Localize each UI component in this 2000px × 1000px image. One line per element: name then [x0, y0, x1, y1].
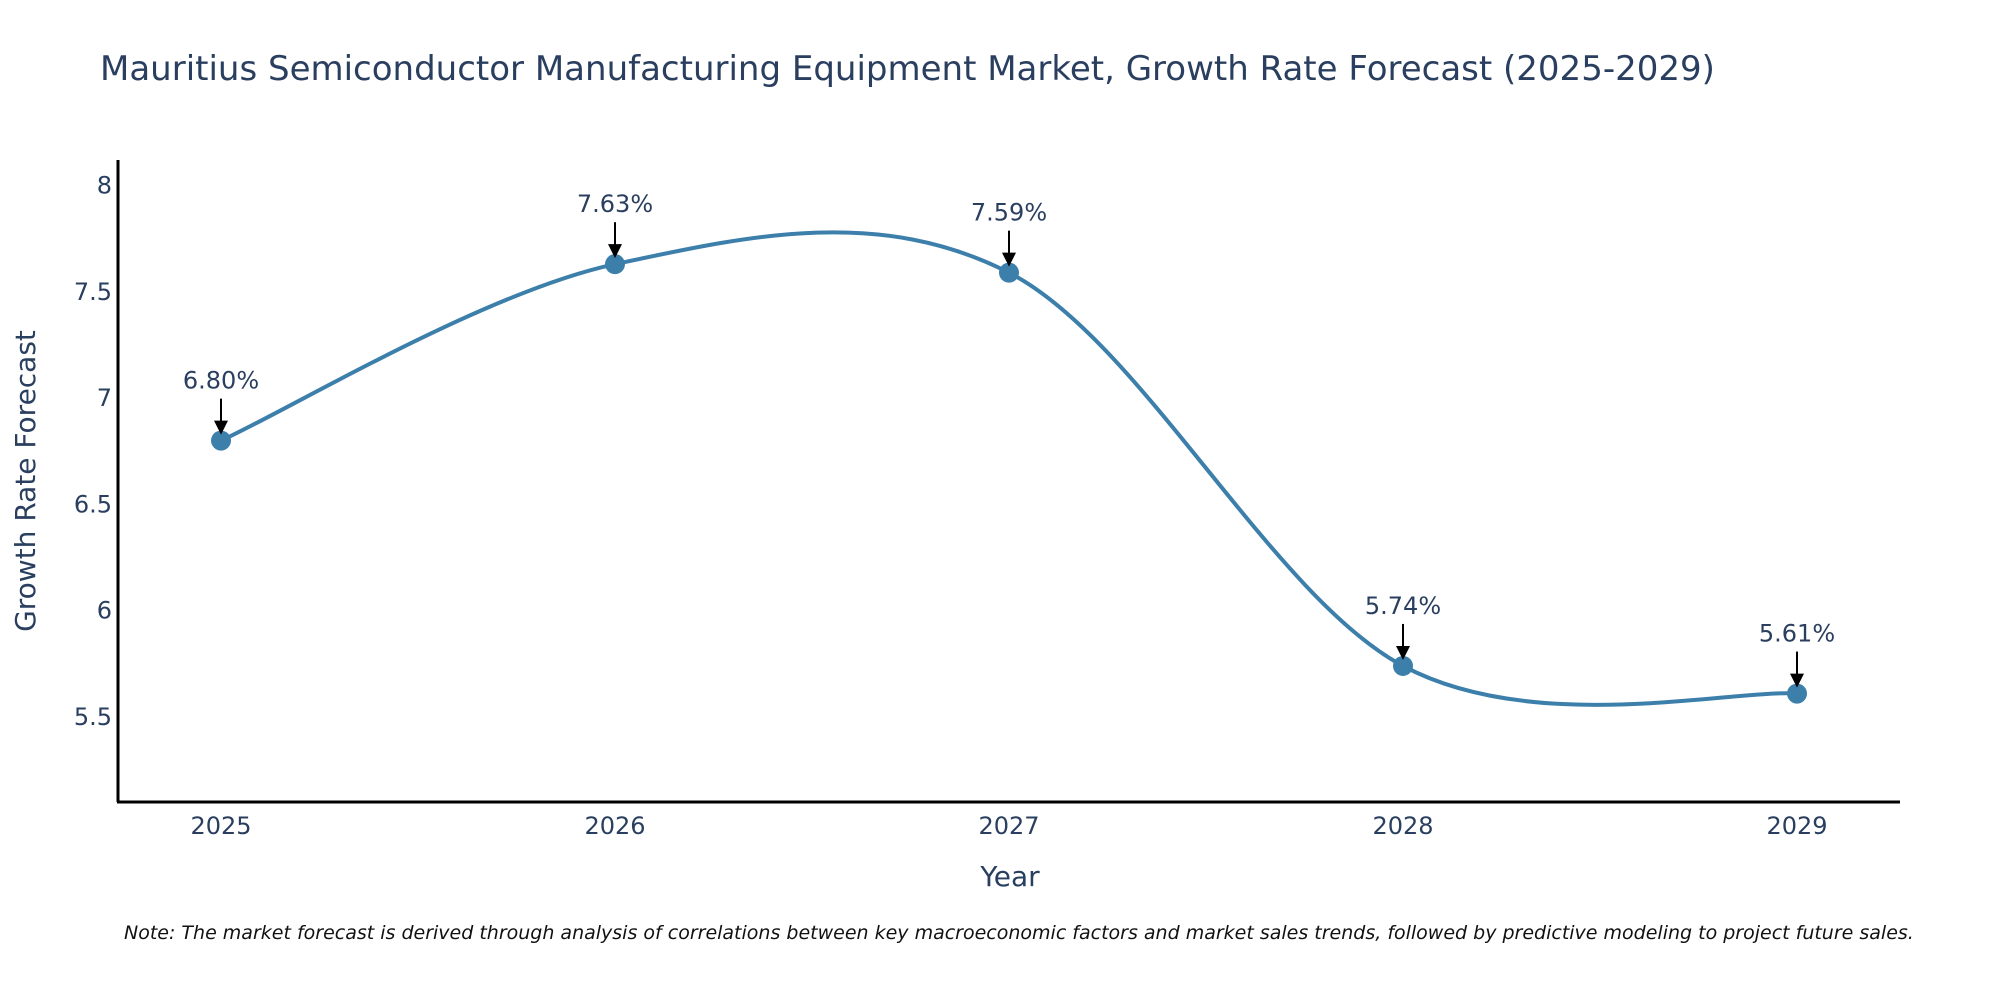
data-label: 6.80%: [183, 367, 259, 395]
data-label: 5.74%: [1365, 592, 1441, 620]
footnote: Note: The market forecast is derived thr…: [124, 922, 1914, 944]
x-axis-ticks: 2025 2026 2027 2028 2029: [190, 812, 1827, 840]
annotation-arrow-head: [1002, 252, 1016, 267]
annotation-arrow-head: [608, 244, 622, 259]
x-tick-label: 2027: [978, 812, 1039, 840]
x-tick-label: 2026: [584, 812, 645, 840]
y-tick-label: 5.5: [74, 703, 112, 731]
annotation-arrow-head: [1790, 673, 1804, 688]
plot-area: 6.80% 7.63% 7.59% 5.74% 5.61%: [116, 160, 1900, 804]
y-tick-label: 6.5: [74, 490, 112, 518]
y-tick-label: 7.5: [74, 278, 112, 306]
x-tick-label: 2025: [190, 812, 251, 840]
annotation-layer: 6.80% 7.63% 7.59% 5.74% 5.61%: [183, 190, 1835, 688]
data-point-2029: [1787, 683, 1807, 704]
y-tick-label: 7: [97, 384, 112, 412]
y-axis-title: Growth Rate Forecast: [9, 330, 42, 632]
data-point-2025: [211, 430, 231, 451]
annotation-arrow-head: [214, 420, 228, 435]
data-point-2027: [999, 262, 1019, 283]
series-line: [220, 230, 1798, 707]
data-label: 7.63%: [577, 190, 653, 218]
data-point-2026: [605, 254, 625, 275]
y-axis-ticks: 5.5 6 6.5 7 7.5 8: [74, 172, 112, 731]
data-label: 5.61%: [1759, 620, 1835, 648]
y-tick-label: 8: [97, 172, 112, 200]
x-axis-title: Year: [979, 860, 1040, 893]
chart-title: Mauritius Semiconductor Manufacturing Eq…: [100, 49, 1715, 89]
data-label: 7.59%: [971, 199, 1047, 227]
y-tick-label: 6: [97, 597, 112, 625]
series-layer: [211, 230, 1807, 707]
x-tick-label: 2029: [1766, 812, 1827, 840]
x-tick-label: 2028: [1372, 812, 1433, 840]
data-point-2028: [1393, 655, 1413, 676]
annotation-arrow-head: [1396, 645, 1410, 660]
